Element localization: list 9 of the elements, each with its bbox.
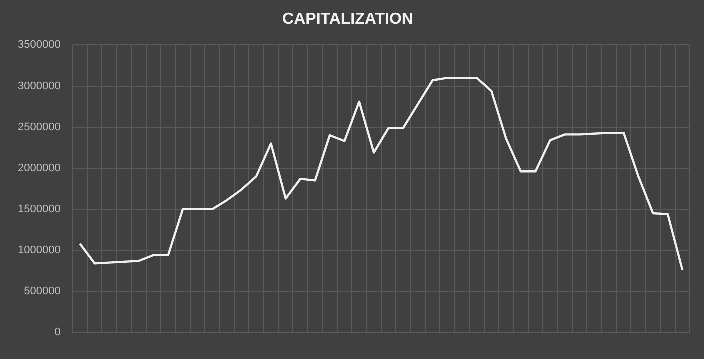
y-tick-label: 0	[54, 326, 61, 339]
y-tick-label: 500000	[24, 286, 61, 298]
chart-title: CAPITALIZATION	[282, 11, 414, 28]
y-tick-label: 3000000	[18, 80, 61, 92]
y-tick-label: 2500000	[18, 121, 61, 134]
y-tick-label: 1000000	[18, 244, 61, 257]
y-tick-label: 2000000	[18, 162, 61, 174]
y-tick-label: 1500000	[18, 203, 61, 216]
y-tick-label: 3500000	[18, 39, 61, 52]
